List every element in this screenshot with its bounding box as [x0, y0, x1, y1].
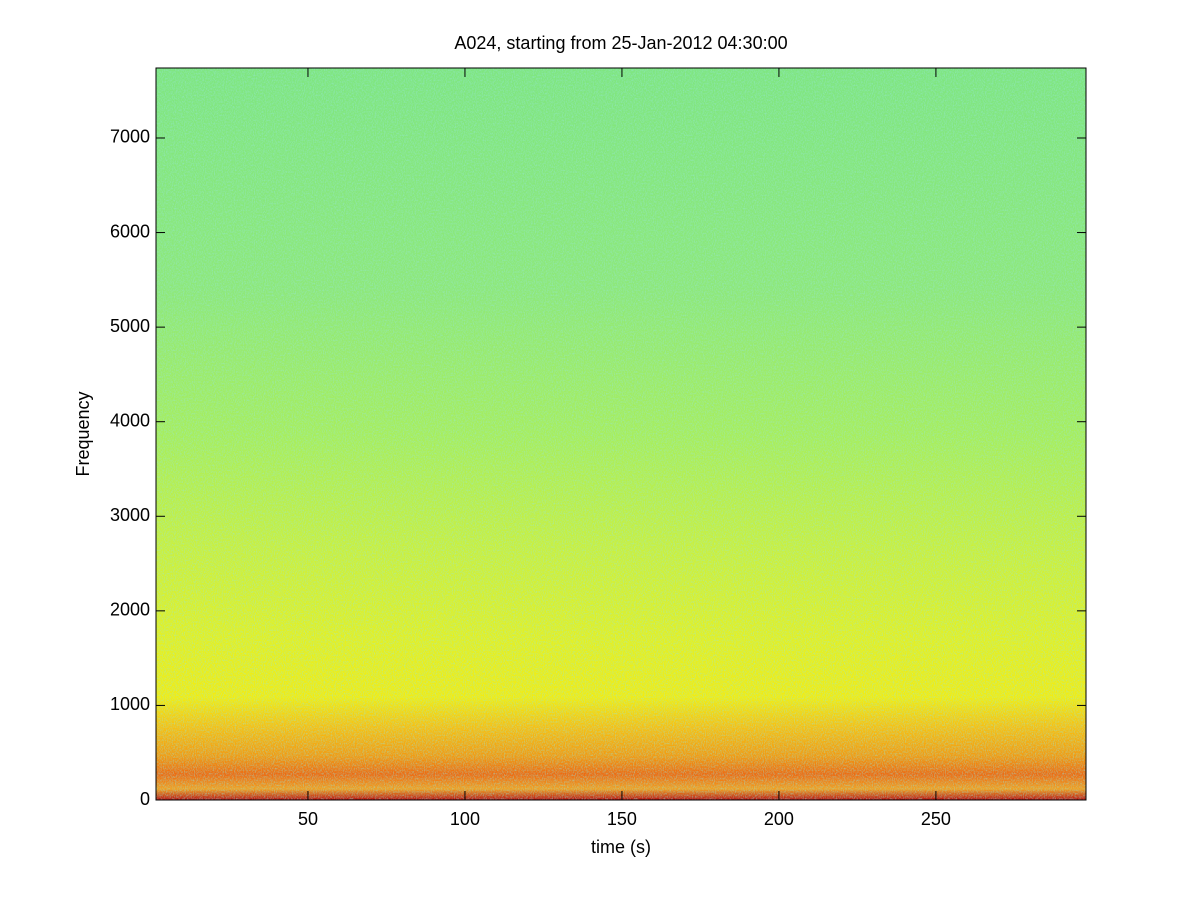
y-tick-label: 7000 [110, 127, 150, 147]
x-tick-label: 250 [921, 809, 951, 829]
y-tick-label: 1000 [110, 694, 150, 714]
y-tick-label: 3000 [110, 505, 150, 525]
chart-title: A024, starting from 25-Jan-2012 04:30:00 [454, 33, 787, 53]
y-axis-label: Frequency [73, 391, 93, 476]
y-tick-label: 2000 [110, 600, 150, 620]
y-tick-label: 4000 [110, 410, 150, 430]
x-tick-label: 50 [298, 809, 318, 829]
spectrogram-noise [156, 68, 1086, 800]
y-tick-label: 6000 [110, 221, 150, 241]
y-tick-label: 5000 [110, 316, 150, 336]
x-tick-label: 150 [607, 809, 637, 829]
x-axis-label: time (s) [591, 837, 651, 857]
x-tick-label: 200 [764, 809, 794, 829]
x-tick-label: 100 [450, 809, 480, 829]
plot-frame [155, 67, 1087, 801]
y-tick-label: 0 [140, 789, 150, 809]
